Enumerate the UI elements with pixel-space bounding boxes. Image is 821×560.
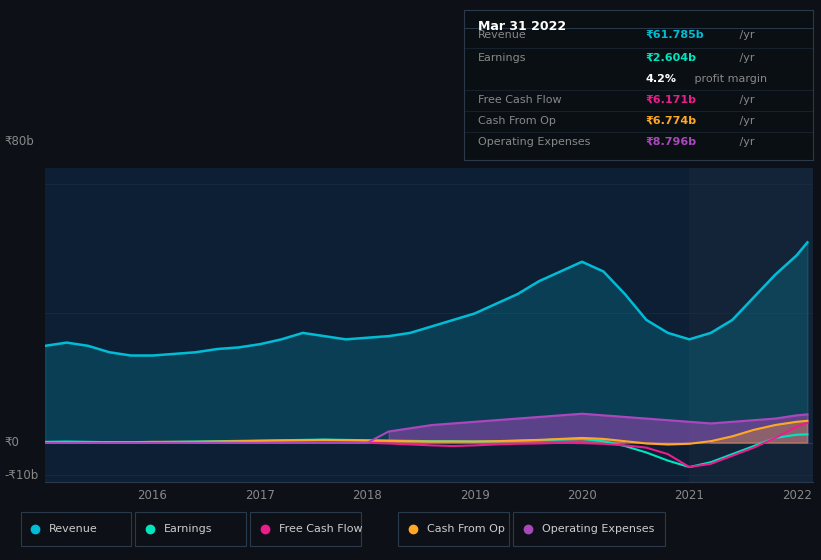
Text: Free Cash Flow: Free Cash Flow: [279, 524, 363, 534]
Text: ₹6.171b: ₹6.171b: [645, 95, 696, 105]
Text: /yr: /yr: [736, 30, 754, 40]
Text: ₹80b: ₹80b: [4, 136, 34, 148]
Text: ₹61.785b: ₹61.785b: [645, 30, 704, 40]
Text: Revenue: Revenue: [478, 30, 526, 40]
Text: Earnings: Earnings: [164, 524, 213, 534]
Text: Cash From Op: Cash From Op: [478, 115, 556, 125]
Text: /yr: /yr: [736, 115, 754, 125]
Text: ₹0: ₹0: [4, 436, 19, 449]
Text: ₹2.604b: ₹2.604b: [645, 53, 696, 63]
Bar: [690, 168, 813, 482]
Text: profit margin: profit margin: [690, 73, 767, 83]
Text: ₹6.774b: ₹6.774b: [645, 115, 696, 125]
Text: Revenue: Revenue: [49, 524, 98, 534]
Text: /yr: /yr: [736, 53, 754, 63]
Text: 4.2%: 4.2%: [645, 73, 677, 83]
Text: Operating Expenses: Operating Expenses: [478, 137, 590, 147]
Text: /yr: /yr: [736, 95, 754, 105]
Text: Operating Expenses: Operating Expenses: [542, 524, 654, 534]
Text: Cash From Op: Cash From Op: [427, 524, 505, 534]
Text: /yr: /yr: [736, 137, 754, 147]
Text: ₹8.796b: ₹8.796b: [645, 137, 696, 147]
Text: Free Cash Flow: Free Cash Flow: [478, 95, 562, 105]
Text: -₹10b: -₹10b: [4, 469, 39, 482]
Text: Mar 31 2022: Mar 31 2022: [478, 20, 566, 33]
Text: Earnings: Earnings: [478, 53, 526, 63]
